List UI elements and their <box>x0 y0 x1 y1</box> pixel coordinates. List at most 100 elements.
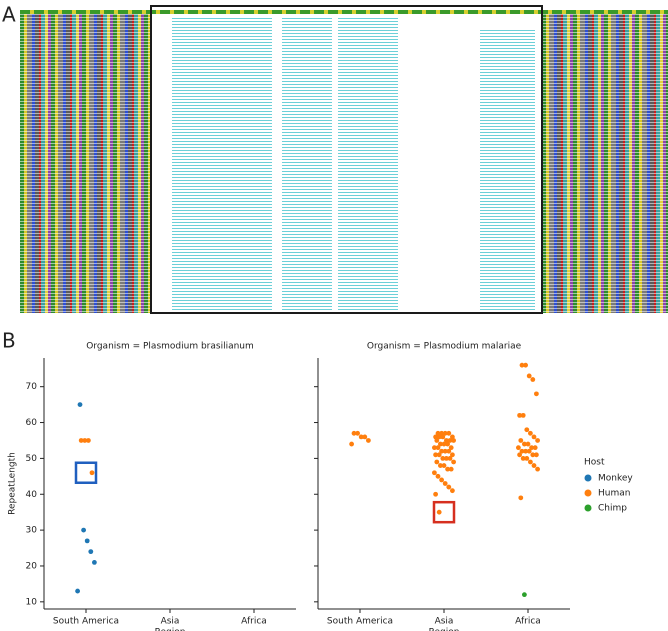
point <box>351 430 357 436</box>
point <box>436 452 442 458</box>
point <box>517 452 522 458</box>
point <box>526 373 532 379</box>
y-tick-label: 40 <box>26 490 38 500</box>
point <box>531 463 537 468</box>
point <box>528 430 533 436</box>
legend-label: Chimp <box>598 504 627 514</box>
legend-label: Monkey <box>598 474 633 484</box>
y-tick-label: 10 <box>26 597 38 607</box>
point <box>448 466 454 472</box>
point <box>432 470 437 476</box>
alignment-gap-4 <box>480 30 535 310</box>
panel-label: B <box>2 329 16 353</box>
point <box>535 466 540 472</box>
point <box>530 452 536 458</box>
y-axis-label: RepeatLength <box>8 452 18 515</box>
point <box>519 448 525 454</box>
point <box>355 430 360 436</box>
y-tick-label: 50 <box>26 454 38 464</box>
point <box>432 445 437 451</box>
point <box>451 459 456 465</box>
point <box>530 377 536 382</box>
point <box>362 434 368 440</box>
point <box>442 481 448 486</box>
legend-swatch <box>584 489 592 497</box>
point <box>446 484 452 490</box>
point <box>524 427 530 433</box>
point <box>451 438 456 443</box>
point <box>517 412 522 418</box>
point <box>88 549 94 555</box>
point <box>435 445 441 451</box>
point <box>526 448 532 454</box>
point <box>522 441 527 447</box>
point <box>450 452 455 458</box>
point <box>438 463 443 468</box>
point <box>448 445 454 451</box>
point <box>436 434 442 440</box>
highlight-box <box>74 461 98 484</box>
point <box>447 456 453 461</box>
point <box>450 488 455 494</box>
facet-title: Organism = Plasmodium brasilianum <box>86 342 254 352</box>
facet-title: Organism = Plasmodium malariae <box>367 342 522 352</box>
point <box>525 441 531 447</box>
point <box>446 448 452 454</box>
x-tick-label: Asia <box>161 617 180 627</box>
alignment-gap-3 <box>338 18 398 310</box>
x-tick-label: Africa <box>515 617 541 627</box>
x-tick-label: South America <box>327 617 393 627</box>
panel-label: A <box>2 3 16 27</box>
point <box>78 438 84 443</box>
point <box>535 438 540 443</box>
point <box>441 441 447 447</box>
point <box>440 434 446 440</box>
point <box>349 441 354 447</box>
point <box>445 441 450 447</box>
point <box>442 430 448 436</box>
point <box>534 391 539 397</box>
point <box>92 559 97 565</box>
point <box>523 362 528 368</box>
point <box>439 477 444 483</box>
alignment-gap-1 <box>172 18 272 310</box>
x-axis-label: Region <box>429 628 460 631</box>
y-tick-label: 20 <box>26 561 38 571</box>
point <box>82 438 88 443</box>
alignment-left-rows <box>20 13 150 313</box>
point <box>532 445 538 451</box>
ruler <box>20 10 668 14</box>
point <box>519 362 525 368</box>
point <box>524 456 530 461</box>
alignment-gap-2 <box>282 18 332 310</box>
y-tick-label: 60 <box>26 418 38 428</box>
point <box>522 592 527 598</box>
point <box>528 459 533 465</box>
y-tick-label: 70 <box>26 382 38 392</box>
point <box>441 463 447 468</box>
point <box>81 527 86 533</box>
point <box>520 412 526 418</box>
legend-swatch <box>584 504 592 512</box>
point <box>445 466 450 472</box>
point <box>358 434 364 440</box>
point <box>518 438 524 443</box>
point <box>518 495 524 501</box>
point <box>75 588 80 594</box>
point <box>433 491 438 497</box>
point <box>516 445 521 451</box>
point <box>89 470 95 476</box>
point <box>77 402 83 408</box>
point <box>366 438 371 443</box>
legend-title: Host <box>584 458 605 468</box>
point <box>531 434 537 440</box>
point <box>434 459 440 465</box>
alignment-frame <box>150 5 543 314</box>
alignment-right-rows <box>542 13 668 313</box>
point <box>439 448 444 454</box>
point <box>84 538 90 544</box>
point <box>440 456 446 461</box>
point <box>444 456 449 461</box>
